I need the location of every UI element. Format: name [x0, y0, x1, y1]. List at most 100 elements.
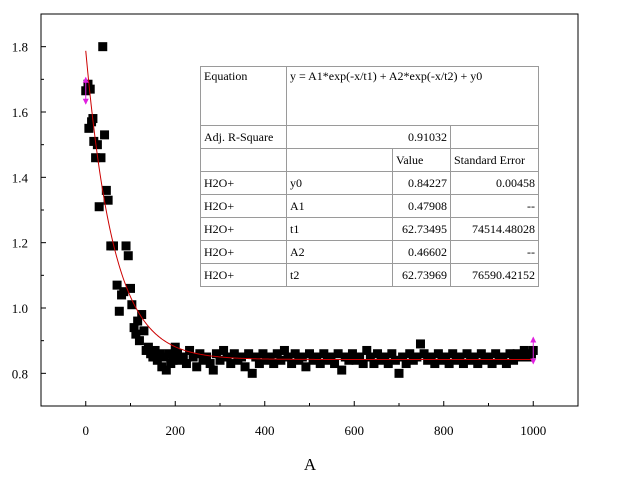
r-square-row: Adj. R-Square 0.91032: [200, 125, 539, 149]
data-point: [84, 123, 94, 133]
param-cell: t1: [286, 217, 393, 241]
data-point: [369, 359, 379, 369]
data-point: [319, 349, 329, 359]
data-point: [469, 352, 479, 362]
header-row: Value Standard Error: [200, 148, 539, 172]
data-point: [462, 349, 472, 359]
value-header: Value: [392, 148, 451, 172]
data-point: [362, 345, 372, 355]
data-point: [315, 359, 325, 369]
data-point: [251, 352, 261, 362]
data-point: [355, 352, 365, 362]
data-point: [301, 362, 311, 372]
data-point: [137, 310, 147, 320]
series-cell: H2O+: [200, 263, 287, 287]
r-square-label: Adj. R-Square: [200, 125, 287, 149]
data-point: [188, 352, 198, 362]
data-point: [265, 352, 275, 362]
arrow-down-icon: [82, 98, 89, 105]
error-cell: --: [450, 194, 539, 218]
data-point: [387, 349, 397, 359]
data-point: [208, 365, 218, 375]
data-point: [133, 316, 143, 326]
empty-cell: [286, 148, 393, 172]
value-cell: 62.73495: [392, 217, 451, 241]
x-tick-label: 800: [434, 423, 454, 438]
data-point: [139, 326, 149, 336]
data-point: [419, 349, 429, 359]
data-point: [415, 339, 425, 349]
data-point: [444, 359, 454, 369]
arrow-down-icon: [530, 358, 537, 365]
data-point: [455, 352, 465, 362]
data-point: [226, 359, 236, 369]
value-cell: 62.73969: [392, 263, 451, 287]
data-point: [276, 355, 286, 365]
data-point: [330, 359, 340, 369]
data-point: [244, 349, 254, 359]
data-point: [337, 365, 347, 375]
data-point: [131, 329, 141, 339]
data-point: [229, 349, 239, 359]
x-tick-label: 400: [255, 423, 275, 438]
y-tick-label: 1.2: [12, 236, 28, 251]
data-point: [498, 352, 508, 362]
data-point: [96, 153, 106, 163]
data-point: [168, 355, 178, 365]
data-point: [347, 349, 357, 359]
data-point: [143, 342, 153, 352]
data-point: [484, 352, 493, 362]
data-point: [383, 359, 393, 369]
data-point: [412, 352, 422, 362]
param-cell: A2: [286, 240, 393, 264]
r-square-value: 0.91032: [286, 125, 451, 149]
series-cell: H2O+: [200, 194, 287, 218]
arrow-up-icon: [530, 336, 537, 343]
x-tick-label: 1000: [520, 423, 546, 438]
data-point: [126, 283, 135, 293]
fit-parameters-table: Equation y = A1*exp(-x/t1) + A2*exp(-x/t…: [200, 66, 539, 287]
param-row: H2O+ y0 0.84227 0.00458: [200, 171, 539, 195]
series-cell: H2O+: [200, 217, 287, 241]
data-point: [448, 349, 458, 359]
param-cell: t2: [286, 263, 393, 287]
series-cell: H2O+: [200, 171, 287, 195]
data-point: [505, 349, 515, 359]
y-tick-label: 1.6: [12, 105, 29, 120]
data-point: [94, 202, 104, 212]
data-point: [430, 359, 440, 369]
data-point: [279, 345, 289, 355]
y-tick-label: 0.8: [12, 366, 28, 381]
data-point: [501, 359, 511, 369]
value-cell: 0.47908: [392, 194, 451, 218]
data-point: [103, 195, 113, 205]
data-point: [297, 352, 307, 362]
data-point: [123, 251, 133, 261]
value-cell: 0.46602: [392, 240, 451, 264]
data-point: [287, 359, 297, 369]
data-point: [185, 345, 195, 355]
data-point: [192, 362, 202, 372]
param-cell: y0: [286, 171, 393, 195]
data-point: [91, 153, 101, 163]
data-point: [476, 349, 486, 359]
data-point: [272, 349, 282, 359]
data-point: [127, 300, 137, 310]
equation-row: Equation y = A1*exp(-x/t1) + A2*exp(-x/t…: [200, 66, 539, 126]
data-point: [344, 355, 354, 365]
data-point: [390, 355, 400, 365]
data-point: [98, 42, 108, 52]
error-markers: [82, 76, 537, 365]
data-point: [433, 349, 443, 359]
data-point: [326, 352, 336, 362]
value-cell: 0.84227: [392, 171, 451, 195]
arrow-up-icon: [82, 76, 89, 83]
equation-label: Equation: [200, 66, 287, 126]
data-point: [283, 352, 293, 362]
data-point: [401, 359, 411, 369]
data-point: [181, 359, 191, 369]
data-point: [202, 352, 212, 362]
error-cell: --: [450, 240, 539, 264]
data-point: [394, 368, 404, 378]
